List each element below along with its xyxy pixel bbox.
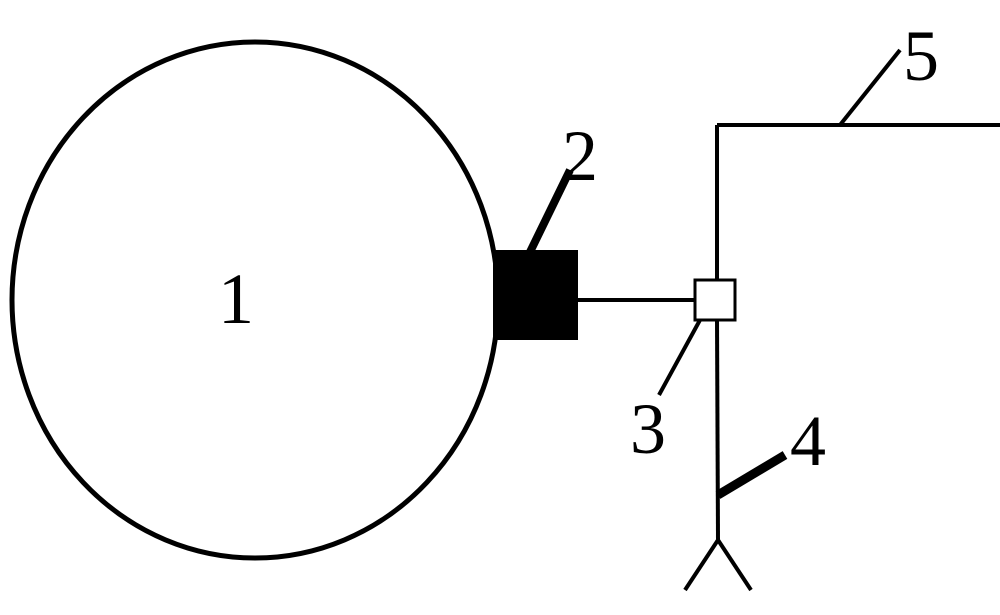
label-1: 1 <box>218 258 254 341</box>
component-junction-box <box>695 280 735 320</box>
label-4: 4 <box>790 400 826 483</box>
label-5: 5 <box>903 15 939 98</box>
leader-line-3 <box>659 320 700 395</box>
label-3: 3 <box>630 388 666 471</box>
antenna-left <box>685 540 718 590</box>
line-vertical-down <box>717 320 718 540</box>
component-black-box <box>493 250 578 340</box>
schematic-diagram: 1 2 3 4 5 <box>0 0 1000 615</box>
label-2: 2 <box>562 115 598 198</box>
leader-line-4 <box>718 455 785 495</box>
antenna-right <box>718 540 751 590</box>
diagram-svg <box>0 0 1000 615</box>
component-circle <box>12 42 498 558</box>
leader-line-5 <box>840 50 900 125</box>
